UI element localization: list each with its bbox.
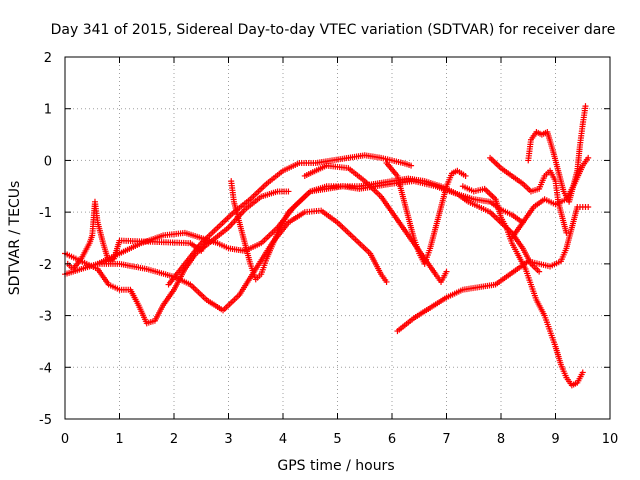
- data-point: [443, 268, 450, 275]
- data-point: [579, 369, 586, 376]
- y-tick-label: 2: [44, 51, 52, 66]
- x-tick-label: 4: [279, 432, 287, 447]
- y-tick-label: -2: [39, 258, 52, 273]
- y-tick-label: 1: [44, 103, 52, 118]
- x-tick-label: 6: [388, 432, 396, 447]
- x-tick-label: 5: [333, 432, 341, 447]
- y-tick-label: -4: [39, 361, 52, 376]
- data-point: [585, 154, 592, 161]
- grid-lines: [65, 57, 610, 419]
- series-arc-4: [165, 152, 415, 288]
- data-point: [285, 188, 292, 195]
- data-point: [563, 229, 570, 236]
- series-arc-9: [487, 154, 570, 236]
- data-point: [408, 162, 415, 169]
- x-tick-label: 10: [602, 432, 619, 447]
- x-tick-label: 2: [170, 432, 178, 447]
- x-tick-label: 3: [224, 432, 232, 447]
- chart-title: Day 341 of 2015, Sidereal Day-to-day VTE…: [51, 22, 616, 38]
- x-tick-label: 7: [442, 432, 450, 447]
- tick-labels: 0 1 2 3 4 5 6 7 8 9 10 -5 -4 -3 -2 -1 0 1 2: [39, 51, 618, 447]
- x-tick-label: 9: [551, 432, 559, 447]
- series-arc-2: [62, 188, 292, 327]
- data-point: [383, 278, 390, 285]
- y-tick-label: -1: [39, 206, 52, 221]
- series-arc-11: [459, 183, 586, 389]
- series-arc-5: [228, 178, 526, 283]
- x-tick-label: 0: [61, 432, 69, 447]
- series-arc-6: [301, 162, 450, 285]
- x-tick-label: 8: [497, 432, 505, 447]
- data-point: [582, 103, 589, 110]
- series-arc-8: [394, 203, 592, 335]
- data-point: [462, 172, 469, 179]
- data-point: [536, 268, 543, 275]
- y-tick-label: -5: [39, 413, 52, 428]
- series-arc-7: [383, 160, 469, 267]
- data-point: [585, 203, 592, 210]
- data-point: [203, 237, 210, 244]
- axis-ticks: [64, 56, 611, 420]
- data-points: [62, 103, 592, 389]
- y-tick-label: 0: [44, 154, 52, 169]
- series-arc-12: [508, 154, 592, 241]
- x-tick-label: 1: [115, 432, 123, 447]
- y-axis-label: SDTVAR / TECUs: [7, 181, 23, 296]
- y-tick-label: -3: [39, 310, 52, 325]
- x-axis-label: GPS time / hours: [277, 458, 394, 474]
